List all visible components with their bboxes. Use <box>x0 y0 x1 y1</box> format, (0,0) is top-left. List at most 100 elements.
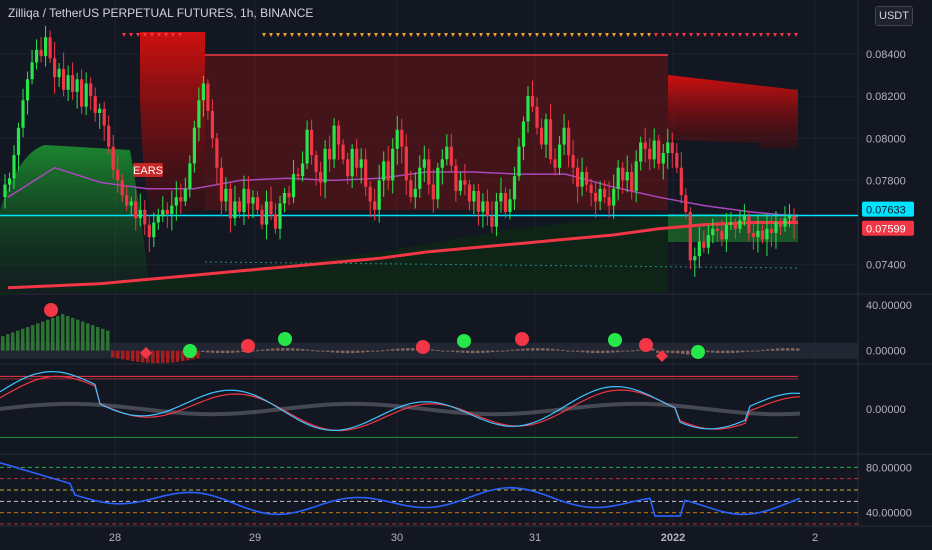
candle-body <box>319 172 323 183</box>
candle-body <box>255 197 260 210</box>
histogram-bar <box>266 349 270 351</box>
candle-body <box>630 172 634 191</box>
x-tick-label: 2022 <box>661 532 685 544</box>
candle-body <box>391 148 395 181</box>
candle-body <box>129 201 133 206</box>
histogram-bar <box>581 350 585 353</box>
histogram-bar <box>381 350 385 352</box>
signal-marker <box>738 33 742 37</box>
candle-body <box>634 161 638 191</box>
histogram-bar <box>471 350 475 354</box>
histogram-bar <box>321 350 325 352</box>
signal-marker <box>731 33 735 37</box>
histogram-bar <box>216 350 220 354</box>
candle-body <box>246 188 251 204</box>
candle-body <box>179 197 183 202</box>
candle-body <box>12 155 16 179</box>
candle-body <box>670 142 674 153</box>
signal-marker <box>479 33 483 37</box>
candle-body <box>332 125 336 160</box>
histogram-bar <box>171 350 175 363</box>
candle-body <box>310 129 314 156</box>
histogram-bar <box>566 350 570 352</box>
signal-marker <box>724 33 728 37</box>
candle-body <box>323 148 327 183</box>
histogram-bar <box>706 350 710 353</box>
candle-body <box>233 201 237 219</box>
histogram-bar <box>606 350 610 353</box>
y-tick-label: 80.00000 <box>866 462 912 474</box>
histogram-bar <box>1 336 5 351</box>
zone-fills: EARS <box>0 32 799 296</box>
signal-marker <box>402 33 406 37</box>
histogram-bar <box>221 350 225 354</box>
candle-body <box>576 167 580 187</box>
histogram-bar <box>341 350 345 354</box>
signal-marker <box>458 33 462 37</box>
signal-marker <box>262 33 266 37</box>
candle-body <box>260 209 264 225</box>
histogram-bar <box>51 317 55 351</box>
histogram-bar <box>541 348 545 351</box>
annotation-label: EARS <box>133 165 163 177</box>
dotted-support <box>204 261 799 269</box>
candle-body <box>125 195 129 206</box>
signal-marker <box>360 33 364 37</box>
candle-body <box>373 201 377 210</box>
candle-body <box>440 159 444 168</box>
annotation-box <box>133 163 163 177</box>
candle-body <box>44 37 48 57</box>
x-tick-label: 2 <box>812 532 818 544</box>
histogram-bar <box>181 350 185 362</box>
histogram-bar <box>156 350 160 364</box>
candle-body <box>481 201 485 212</box>
histogram-bar <box>211 350 215 353</box>
histogram-bar <box>546 348 550 351</box>
red-zone-spike <box>140 32 205 215</box>
candle-body <box>57 68 61 78</box>
histogram-bar <box>71 317 75 351</box>
candle-body <box>161 209 165 217</box>
candle-body <box>89 83 93 97</box>
signal-dot <box>241 339 255 353</box>
signal-marker <box>528 33 532 37</box>
histogram-bar <box>196 350 200 359</box>
signal-marker <box>675 33 679 37</box>
signal-marker <box>122 33 126 37</box>
signal-marker <box>178 33 182 37</box>
y-tick-label: 0.08400 <box>866 49 906 61</box>
histogram-bar <box>66 316 70 351</box>
histogram-bar <box>86 323 90 351</box>
signal-marker <box>157 33 161 37</box>
candle-body <box>143 209 147 225</box>
histogram-bar <box>121 350 125 360</box>
histogram-bar <box>231 350 235 353</box>
candle-body <box>80 79 84 107</box>
candle-body <box>679 167 683 196</box>
histogram-bar <box>776 348 780 351</box>
signal-marker <box>353 33 357 37</box>
histogram-bar <box>226 350 230 354</box>
candle-body <box>702 241 706 248</box>
candle-body <box>228 188 232 219</box>
currency-button[interactable]: USDT <box>875 6 913 26</box>
signal-marker <box>703 33 707 37</box>
signal-marker <box>269 33 273 37</box>
candle-body <box>567 127 571 156</box>
candle-body <box>431 184 435 200</box>
histogram-bar <box>361 350 365 353</box>
candle-body <box>526 96 530 122</box>
candle-body <box>251 197 255 204</box>
candle-body <box>760 230 764 240</box>
signal-marker <box>437 33 441 37</box>
histogram-bar <box>436 350 440 352</box>
candle-body <box>530 96 535 107</box>
candle-body <box>7 178 12 185</box>
candle-body <box>508 199 512 212</box>
signal-marker <box>143 33 147 37</box>
histogram-bar <box>611 350 615 353</box>
histogram-bar <box>6 334 10 351</box>
y-tick-label: 0.00000 <box>866 346 906 358</box>
x-tick-label: 29 <box>249 532 261 544</box>
